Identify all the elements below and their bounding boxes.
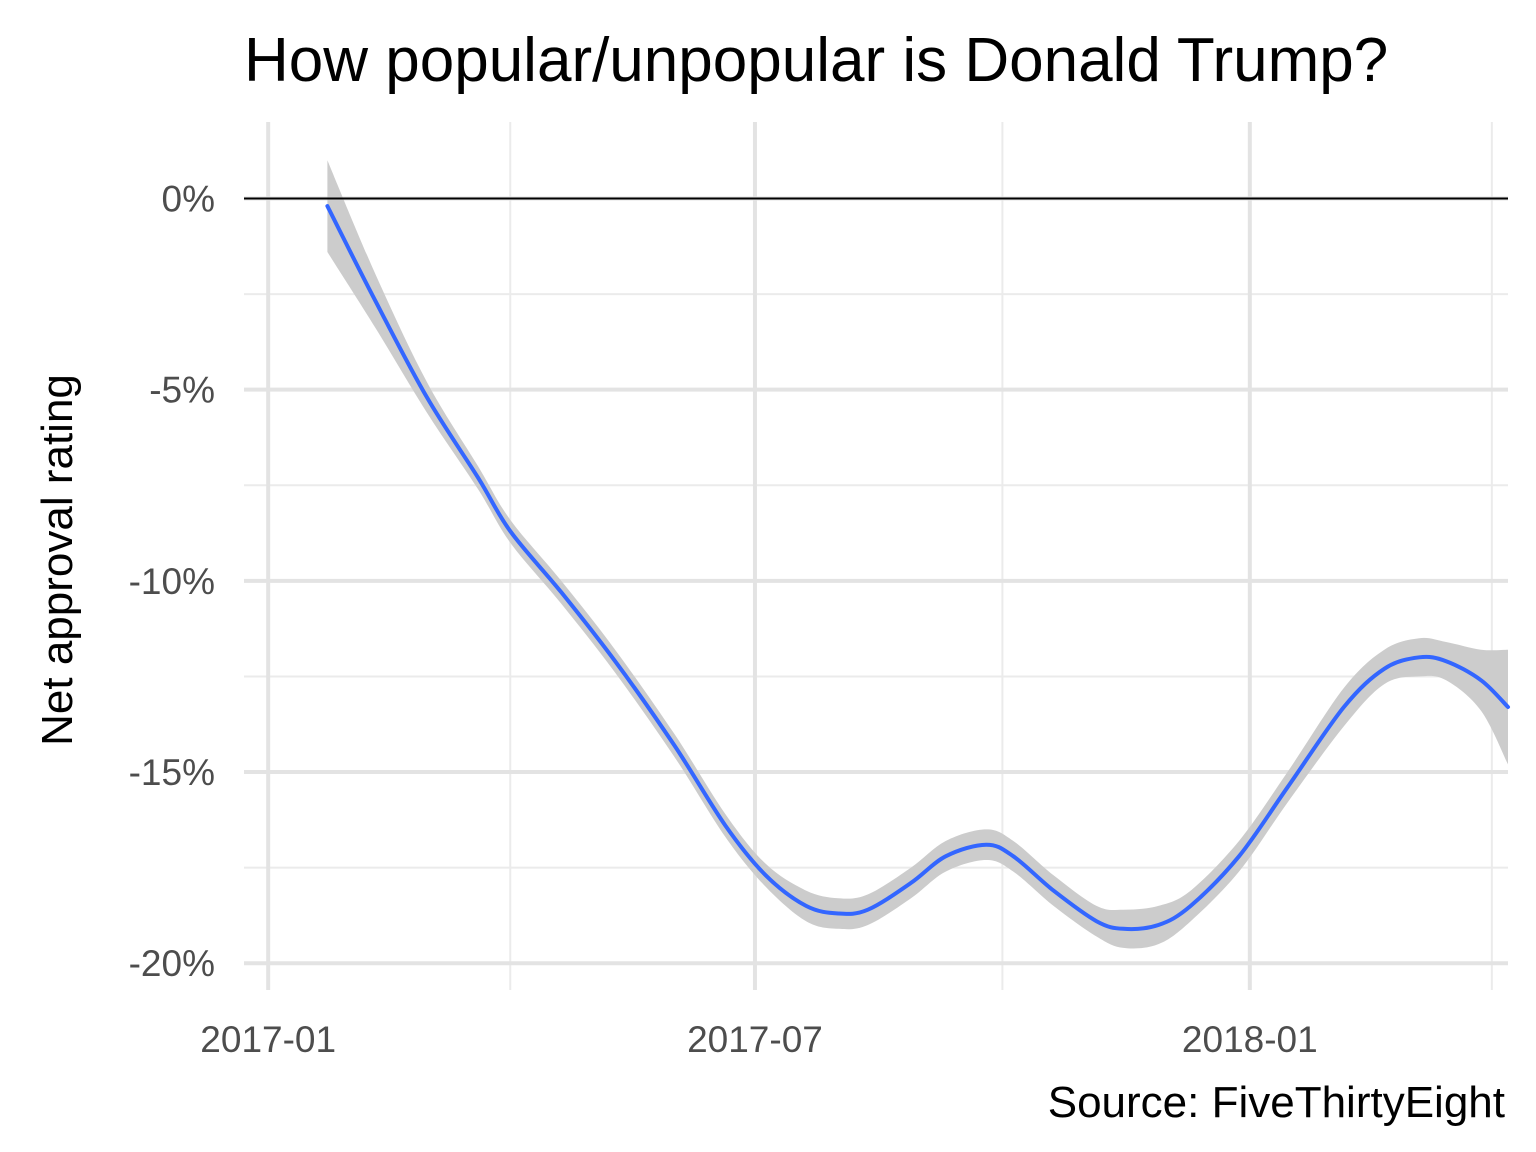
x-tick-labels: 2017-01 2017-07 2018-01	[200, 1019, 1317, 1060]
x-tick-label: 2017-01	[200, 1019, 336, 1060]
confidence-band-layer	[327, 160, 1508, 949]
x-tick-label: 2018-01	[1182, 1019, 1318, 1060]
grid-layer	[244, 122, 1508, 990]
series-line-layer	[325, 204, 1510, 932]
confidence-band	[327, 160, 1508, 949]
y-axis-title: Net approval rating	[33, 374, 82, 746]
x-tick-label: 2017-07	[687, 1019, 823, 1060]
chart-title: How popular/unpopular is Donald Trump?	[244, 26, 1388, 95]
y-tick-label: -15%	[129, 752, 215, 793]
y-tick-label: 0%	[162, 178, 215, 219]
source-caption: Source: FiveThirtyEight	[1048, 1078, 1505, 1127]
y-tick-label: -5%	[149, 370, 215, 411]
y-tick-labels: 0% -5% -10% -15% -20%	[129, 178, 215, 984]
y-tick-label: -10%	[129, 561, 215, 602]
y-tick-label: -20%	[129, 943, 215, 984]
series-line	[325, 204, 1510, 932]
